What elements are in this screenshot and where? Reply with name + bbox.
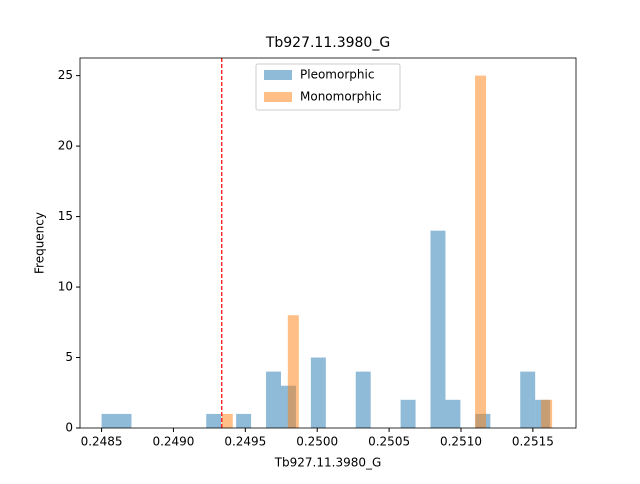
histogram-bar: [287, 315, 299, 428]
x-tick-label: 0.2500: [296, 435, 338, 449]
histogram-bar: [541, 399, 553, 428]
histogram-bar: [475, 75, 487, 428]
histogram-bar: [520, 371, 536, 428]
x-tick-label: 0.2495: [224, 435, 266, 449]
chart-title: Tb927.11.3980_G: [265, 35, 390, 51]
y-tick-label: 15: [58, 209, 73, 223]
y-tick-label: 25: [58, 68, 73, 82]
x-tick-label: 0.2515: [512, 435, 554, 449]
y-tick-label: 5: [65, 350, 73, 364]
x-tick-label: 0.2490: [152, 435, 194, 449]
x-tick-label: 0.2485: [81, 435, 123, 449]
histogram-bar: [445, 399, 461, 428]
histogram-bar: [221, 413, 233, 428]
x-tick-label: 0.2505: [368, 435, 410, 449]
y-axis-label: Frequency: [33, 212, 47, 274]
histogram-bar: [430, 230, 446, 428]
y-tick-label: 20: [58, 139, 73, 153]
legend-swatch: [264, 92, 292, 102]
histogram-bar: [310, 357, 326, 428]
histogram-bar: [116, 413, 132, 428]
legend-label: Monomorphic: [300, 90, 382, 104]
histogram-bar: [266, 371, 281, 428]
histogram-bar: [400, 399, 416, 428]
x-tick-label: 0.2510: [440, 435, 482, 449]
legend-swatch: [264, 70, 292, 80]
plot-frame: [79, 57, 577, 429]
histogram-bar: [101, 413, 117, 428]
histogram-bar: [355, 371, 371, 428]
histogram-bar: [206, 413, 222, 428]
legend-label: Pleomorphic: [300, 68, 374, 82]
y-tick-label: 0: [65, 421, 73, 435]
histogram-bar: [236, 413, 252, 428]
x-axis-label: Tb927.11.3980_G: [274, 456, 382, 470]
y-tick-label: 10: [58, 280, 73, 294]
